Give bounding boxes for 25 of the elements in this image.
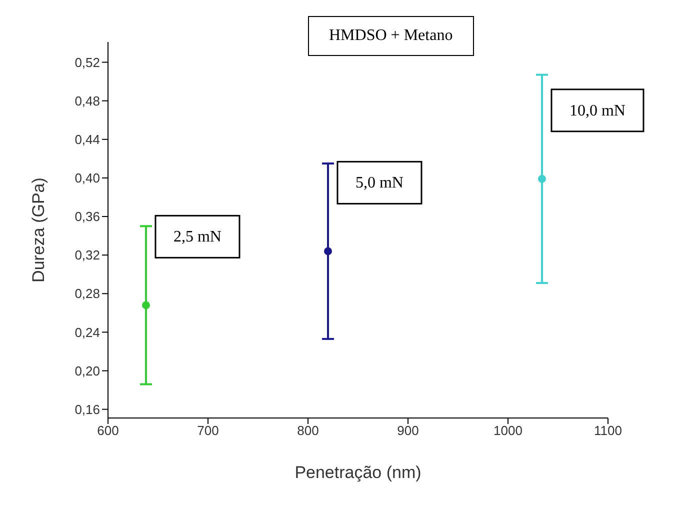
chart-title: HMDSO + Metano xyxy=(308,16,474,56)
text: 10,0 mN xyxy=(569,102,626,120)
y-tick-label: 0,16 xyxy=(74,402,100,417)
x-tick-label: 1000 xyxy=(494,423,522,438)
x-tick-label: 1100 xyxy=(594,423,622,438)
point xyxy=(538,174,546,183)
point xyxy=(324,247,332,256)
text: 5,0 mN xyxy=(355,174,404,192)
x-axis-title: Penetração (nm) xyxy=(294,463,422,482)
x-tick-label: 900 xyxy=(397,423,419,438)
text: 2,5 mN xyxy=(173,228,222,246)
y-tick-label: 0,20 xyxy=(74,363,100,378)
x-tick-label: 800 xyxy=(297,423,319,438)
y-tick-label: 0,32 xyxy=(74,248,100,263)
y-tick-label: 0,40 xyxy=(74,170,100,186)
y-tick-label: 0,28 xyxy=(74,286,100,302)
y-tick-label: 0,44 xyxy=(74,132,100,147)
y-tick-label: 0,52 xyxy=(74,54,100,70)
point xyxy=(142,301,150,310)
x-tick-label: 600 xyxy=(97,423,119,438)
y-tick-label: 0,48 xyxy=(74,93,100,108)
y-tick-label: 0,24 xyxy=(74,324,100,340)
y-axis-title: Dureza (GPa) xyxy=(29,178,48,282)
y-tick-label: 0,36 xyxy=(74,209,100,224)
x-tick-label: 700 xyxy=(197,423,219,438)
